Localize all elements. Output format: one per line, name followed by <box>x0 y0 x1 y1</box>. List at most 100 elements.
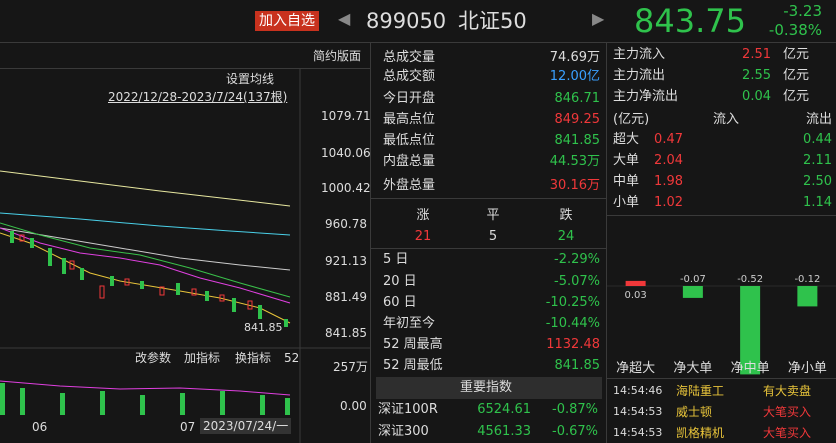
ma-line <box>0 227 291 271</box>
net-value: -0.12 <box>794 274 820 285</box>
ma-settings[interactable]: 设置均线 <box>226 72 275 86</box>
price-axis-label: 921.13 <box>325 254 367 268</box>
order-out: 2.11 <box>803 153 832 168</box>
period-value: -10.25% <box>545 295 600 310</box>
net-category: 净小单 <box>787 361 827 376</box>
date-range[interactable]: 2022/12/28-2023/7/24(137根) <box>108 90 288 104</box>
layout-button[interactable]: 简约版面 <box>313 49 362 63</box>
ticker-name: 海陆重工 <box>676 384 725 398</box>
order-label: 超大 <box>613 132 640 147</box>
x-label: 07 <box>180 420 196 434</box>
period-value: 841.85 <box>554 358 601 373</box>
net-category: 净超大 <box>616 361 656 376</box>
price-axis-label: 1000.42 <box>321 181 371 195</box>
ma-line <box>0 170 291 207</box>
divider <box>371 248 606 249</box>
flow-value: 2.55 <box>742 68 771 83</box>
stat-value: 849.25 <box>554 112 601 127</box>
stat-value: 30.16万 <box>549 178 600 193</box>
ma-line <box>0 227 291 304</box>
ticker-name: 威士顿 <box>676 405 713 419</box>
x-label: 2023/07/24/一 <box>200 418 292 434</box>
header-box <box>376 377 602 399</box>
net-category: 净大单 <box>673 361 713 376</box>
next-arrow[interactable]: ▶ <box>592 9 605 28</box>
stat-value: 12.00亿 <box>549 69 600 84</box>
net-bar <box>682 286 703 298</box>
add-button[interactable]: 加入自选 <box>255 11 319 31</box>
stat-label: 最高点位 <box>383 112 436 127</box>
period-label: 年初至今 <box>383 316 436 331</box>
candles <box>19 234 253 310</box>
divider <box>370 43 371 443</box>
kline <box>0 68 370 443</box>
breadth-label: 跌 <box>559 208 573 223</box>
flow-label: 主力净流出 <box>613 89 679 104</box>
ticker-time: 14:54:53 <box>613 405 663 418</box>
breadth-value: 5 <box>488 229 498 244</box>
price-axis-label: 841.85 <box>325 326 367 340</box>
stat-value: 846.71 <box>554 91 601 106</box>
period-value: -5.07% <box>554 274 600 289</box>
tool-button[interactable]: 换指标 <box>235 351 272 365</box>
ma-line <box>0 232 291 324</box>
ma-line <box>0 212 291 236</box>
period-label: 5 日 <box>383 252 409 267</box>
divider <box>606 43 607 443</box>
order-out: 0.44 <box>803 132 832 147</box>
price-axis-label: 881.49 <box>325 290 367 304</box>
divider <box>607 378 836 379</box>
indices-title: 重要指数 <box>460 380 513 395</box>
net-bar <box>797 286 818 307</box>
period-value: -10.44% <box>545 316 600 331</box>
prev-arrow[interactable]: ◀ <box>338 9 351 28</box>
volume-bars <box>0 383 290 415</box>
stat-label: 总成交量 <box>383 50 436 65</box>
price-axis-label: 960.78 <box>325 217 367 231</box>
order-in: 2.04 <box>654 153 683 168</box>
stat-value: 44.53万 <box>549 154 600 169</box>
volume-axis-label: 0.00 <box>340 399 367 413</box>
period-value: 1132.48 <box>546 337 600 352</box>
stat-label: 今日开盘 <box>383 91 436 106</box>
stat-label: 外盘总量 <box>383 178 436 193</box>
stat-label: 最低点位 <box>383 133 436 148</box>
index-name: 深证100R <box>378 402 438 417</box>
flow-unit: 亿元 <box>783 89 810 104</box>
flow-label: 主力流入 <box>613 47 666 62</box>
order-in: 1.02 <box>654 195 683 210</box>
price: 843.75 <box>634 2 746 40</box>
flow-label: 主力流出 <box>613 68 666 83</box>
volume-axis-label: 257万 <box>333 360 368 374</box>
breadth-label: 平 <box>486 208 500 223</box>
change-pct: -0.38% <box>768 21 822 39</box>
price-axis-label: 1040.06 <box>321 146 371 160</box>
net-bar <box>625 280 646 286</box>
ma-line <box>0 222 291 298</box>
x-label: 06 <box>32 420 48 434</box>
ma-line <box>0 380 291 396</box>
order-in: 0.47 <box>654 132 683 147</box>
last-price-label: 841.85 <box>244 321 283 334</box>
flow-header: 流出 <box>806 112 833 127</box>
tool-button[interactable]: 加指标 <box>184 351 221 365</box>
order-label: 小单 <box>613 195 640 210</box>
ticker-action: 大笔买入 <box>763 426 812 440</box>
divider <box>0 42 836 43</box>
tool-button[interactable]: 改参数 <box>135 351 172 365</box>
period-value: -2.29% <box>554 252 600 267</box>
breadth-value: 24 <box>557 229 575 244</box>
stat-value: 74.69万 <box>549 50 600 65</box>
net-bar <box>740 286 761 375</box>
flow-value: 0.04 <box>742 89 771 104</box>
net-value: -0.07 <box>680 274 706 285</box>
period-label: 52 周最高 <box>383 337 443 352</box>
order-label: 中单 <box>613 174 640 189</box>
flow-unit: 亿元 <box>783 68 810 83</box>
divider <box>607 215 836 216</box>
divider <box>0 68 370 69</box>
net-value: -0.52 <box>737 274 763 285</box>
ticker-action: 大笔买入 <box>763 405 812 419</box>
flow-header: 流入 <box>713 112 740 127</box>
